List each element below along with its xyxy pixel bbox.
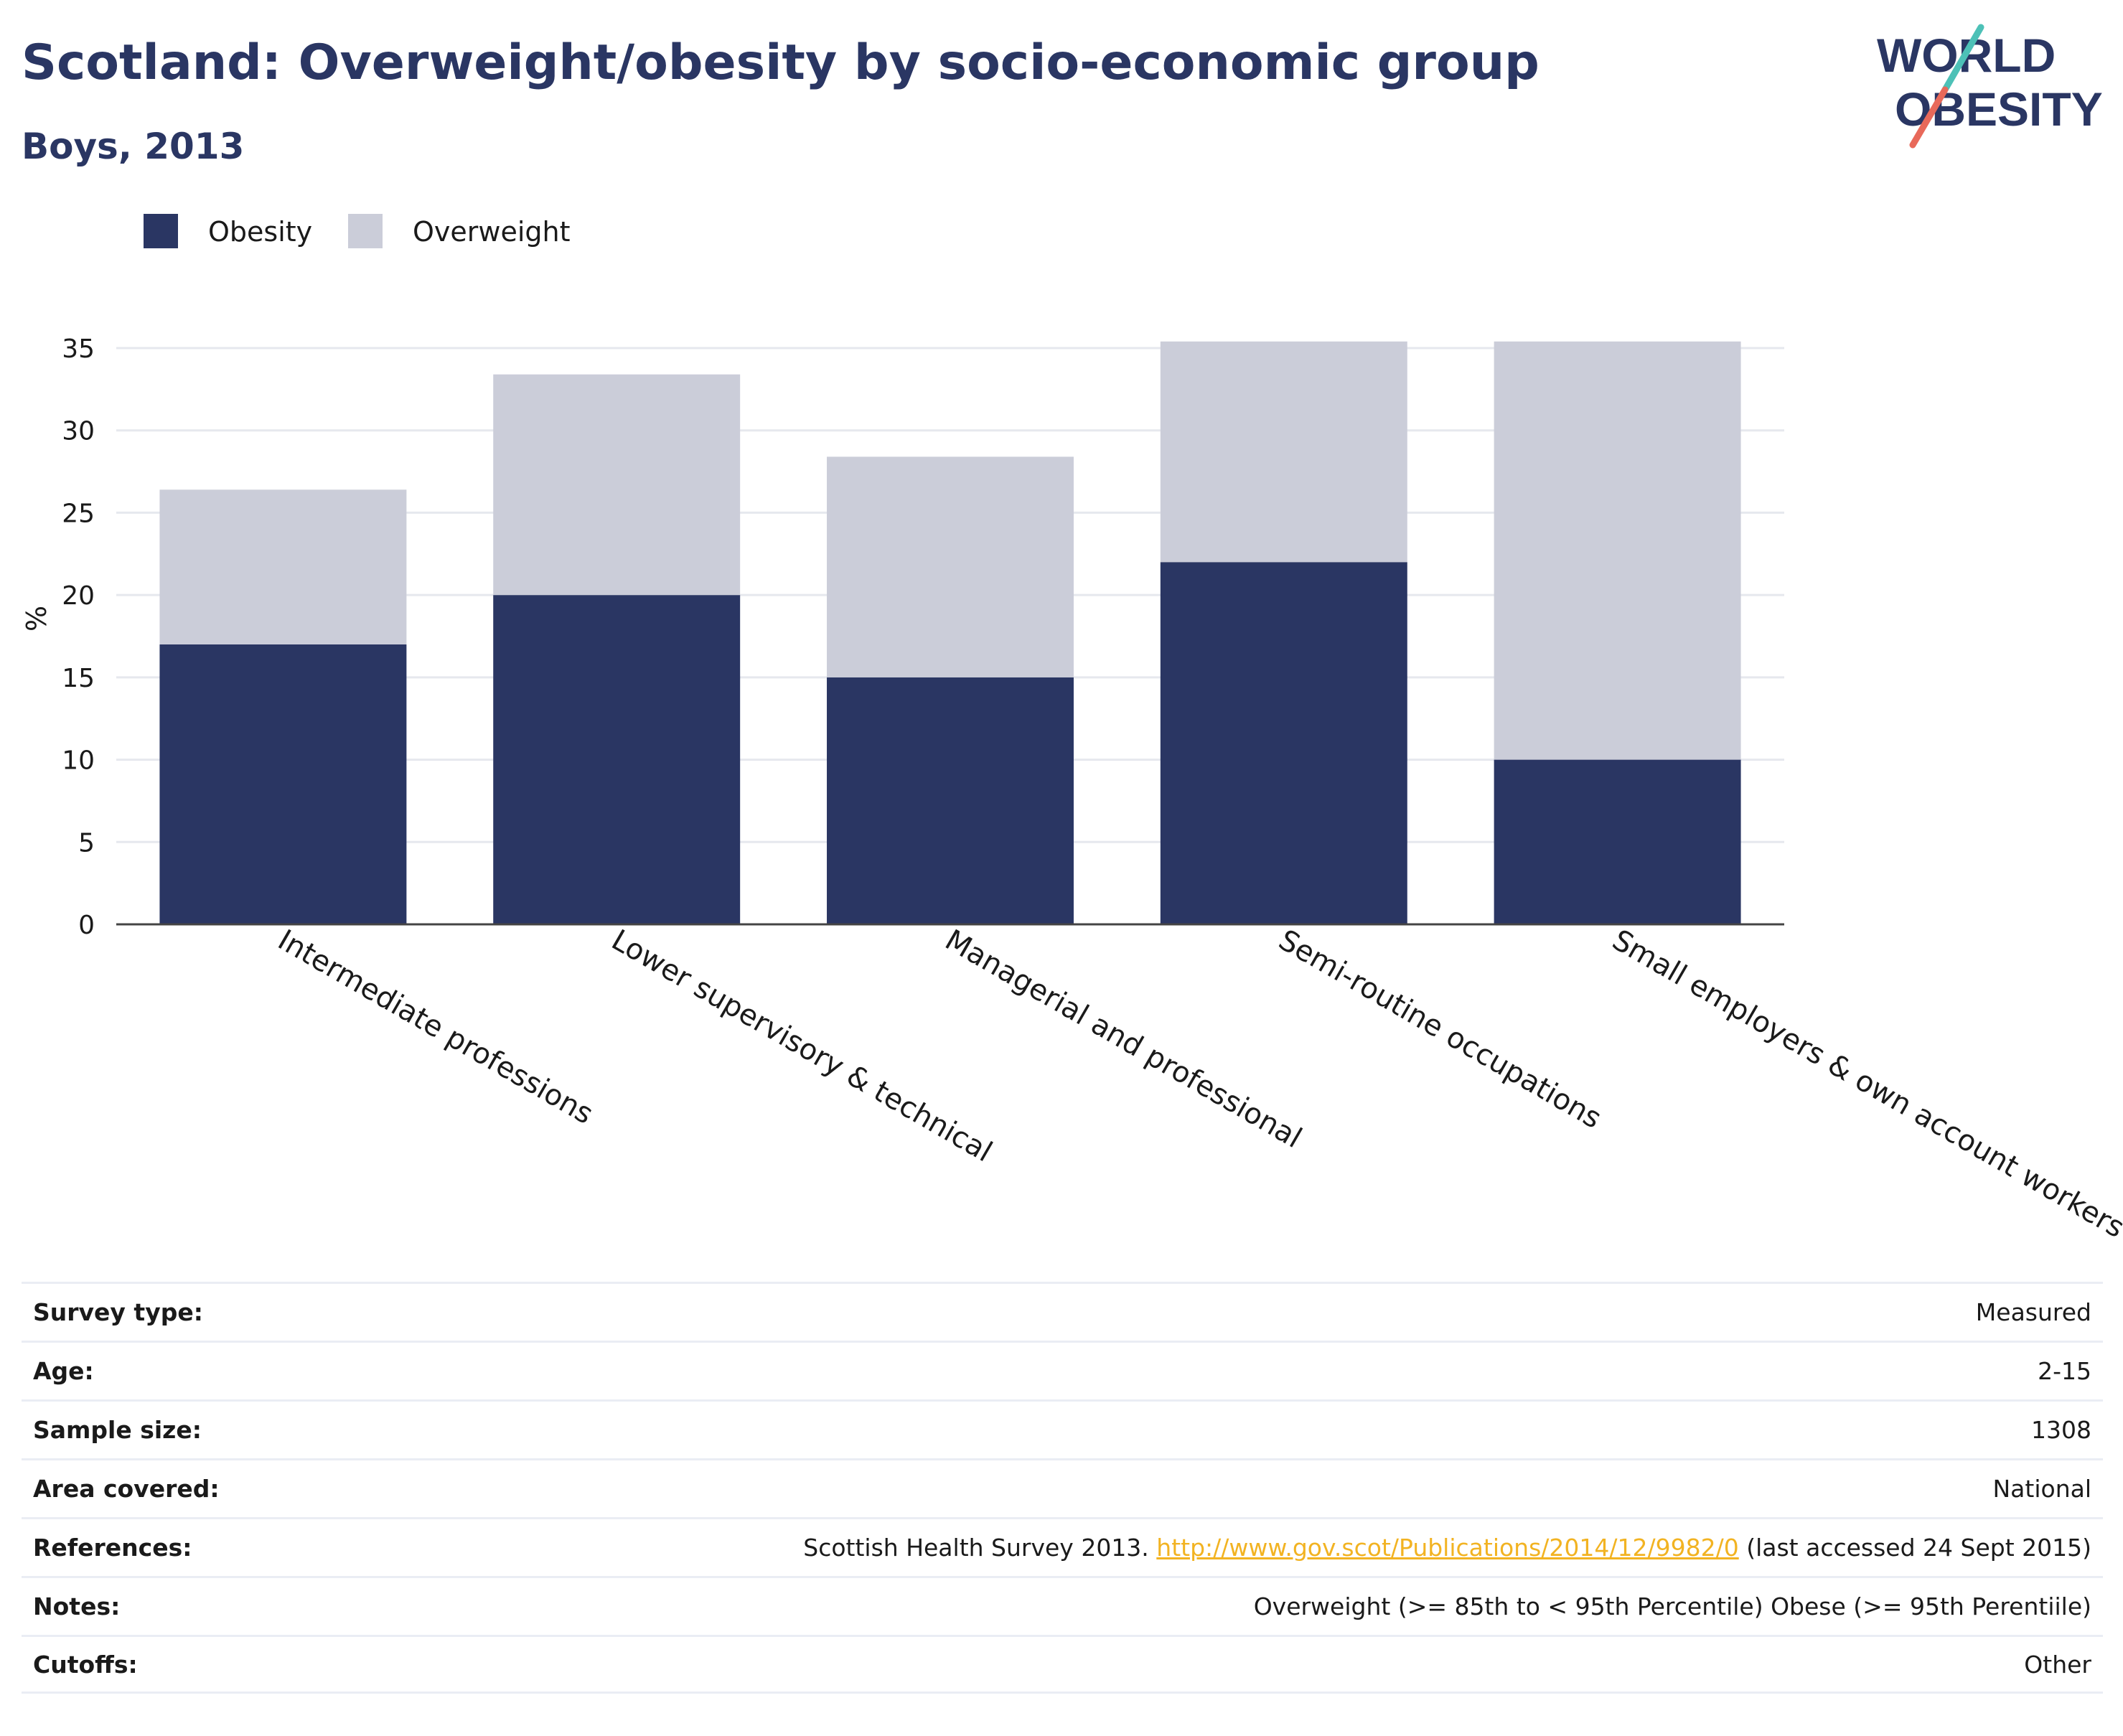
y-tick-label: 30	[62, 417, 95, 446]
y-tick-label: 20	[62, 581, 95, 611]
bar-obesity-1	[493, 595, 741, 924]
legend-swatch-overweight[interactable]	[348, 214, 383, 248]
bar-overweight-3	[1160, 341, 1407, 563]
legend-swatch-obesity[interactable]	[144, 214, 178, 248]
page-title: Scotland: Overweight/obesity by socio-ec…	[22, 34, 1539, 91]
legend-label-obesity[interactable]: Obesity	[208, 216, 312, 248]
world-obesity-logo: WORLD OBESITY	[1877, 24, 2103, 149]
bar-chart: 0 5 10 15 20 25 30 35 Intermediate professions L…	[21, 214, 2123, 1244]
meta-value: Measured	[1975, 1298, 2091, 1326]
meta-row: Sample size: 1308	[22, 1399, 2103, 1458]
y-tick-label: 35	[62, 334, 95, 364]
meta-row: Age: 2-15	[22, 1341, 2103, 1399]
meta-value: 1308	[2031, 1416, 2091, 1444]
page-subtitle: Boys, 2013	[22, 126, 245, 167]
bar-obesity-4	[1494, 759, 1741, 924]
survey-details-table: Survey type: Measured Age: 2-15 Sample size:…	[22, 1282, 2103, 1694]
meta-row: Area covered: National	[22, 1458, 2103, 1517]
svg-text:OBESITY: OBESITY	[1895, 83, 2103, 136]
bar-obesity-0	[159, 644, 407, 924]
meta-row: Notes: Overweight (>= 85th to < 95th Perc…	[22, 1576, 2103, 1635]
x-tick-label: Managerial and professional	[939, 924, 1307, 1155]
meta-label: References:	[33, 1534, 192, 1562]
x-tick-label: Intermediate professions	[272, 924, 599, 1131]
meta-value: Other	[2024, 1650, 2091, 1679]
meta-label: Notes:	[33, 1592, 121, 1620]
bar-overweight-2	[827, 456, 1074, 677]
meta-label: Age:	[33, 1357, 94, 1385]
bar-overweight-1	[493, 374, 741, 596]
y-tick-label: 25	[62, 499, 95, 528]
meta-row: References: Scottish Health Survey 2013. …	[22, 1517, 2103, 1576]
reference-link[interactable]: http://www.gov.scot/Publications/2014/12…	[1156, 1534, 1739, 1562]
y-tick-label: 0	[78, 911, 95, 940]
meta-value: Scottish Health Survey 2013. http://www.…	[803, 1534, 2091, 1562]
reference-accessed-text: (last accessed 24 Sept 2015)	[1738, 1534, 2091, 1562]
x-tick-label: Semi-routine occupations	[1273, 924, 1607, 1135]
x-tick-label: Small employers & own account workers	[1607, 924, 2123, 1244]
bar-obesity-3	[1160, 562, 1407, 924]
meta-label: Sample size:	[33, 1416, 202, 1444]
meta-row: Survey type: Measured	[22, 1282, 2103, 1341]
bar-overweight-4	[1494, 341, 1741, 760]
bar-overweight-0	[159, 489, 407, 644]
reference-text: Scottish Health Survey 2013.	[803, 1534, 1157, 1562]
meta-value: National	[1992, 1475, 2091, 1503]
meta-label: Survey type:	[33, 1298, 203, 1326]
bar-obesity-2	[827, 677, 1074, 924]
legend-label-overweight[interactable]: Overweight	[413, 216, 571, 248]
meta-label: Area covered:	[33, 1475, 220, 1503]
y-tick-label: 5	[78, 828, 95, 858]
meta-row: Cutoffs: Other	[22, 1635, 2103, 1694]
meta-value: 2-15	[2038, 1357, 2091, 1385]
meta-value: Overweight (>= 85th to < 95th Percentile…	[1253, 1592, 2091, 1620]
x-tick-label: Lower supervisory & technical	[606, 924, 998, 1169]
y-axis-label: %	[21, 606, 52, 632]
y-tick-label: 15	[62, 664, 95, 693]
y-tick-label: 10	[62, 746, 95, 776]
meta-label: Cutoffs:	[33, 1650, 138, 1679]
